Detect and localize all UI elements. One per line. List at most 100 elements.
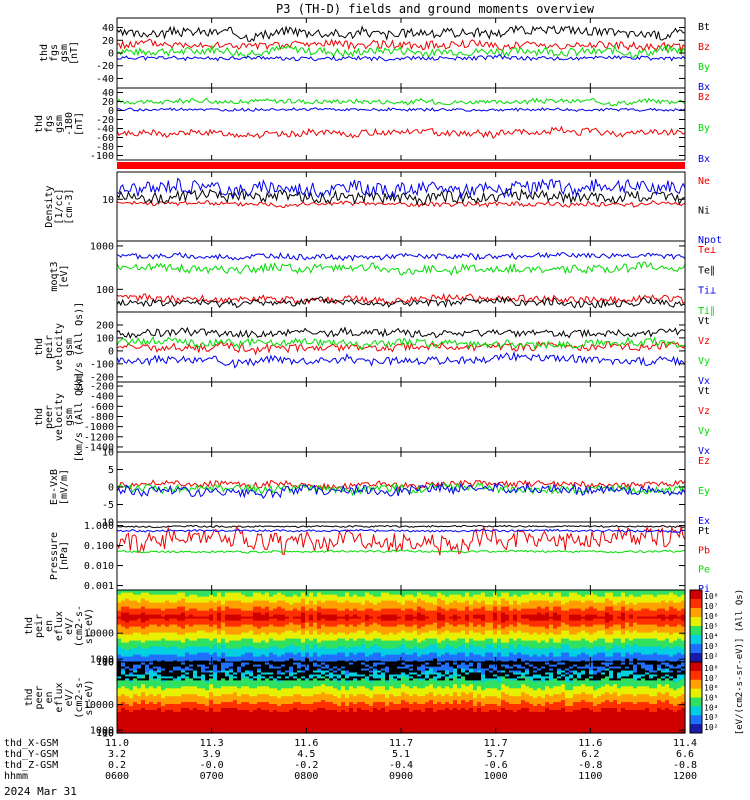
heatmap-cell bbox=[241, 614, 246, 617]
heatmap-cell bbox=[545, 604, 550, 607]
heatmap-cell bbox=[581, 602, 586, 605]
heatmap-cell bbox=[133, 614, 138, 617]
heatmap-cell bbox=[197, 594, 202, 597]
heatmap-cell bbox=[401, 622, 406, 625]
heatmap-cell bbox=[537, 596, 542, 599]
heatmap-cell bbox=[153, 608, 158, 611]
heatmap-cell bbox=[433, 650, 438, 653]
heatmap-cell bbox=[181, 652, 186, 655]
heatmap-cell bbox=[453, 594, 458, 597]
heatmap-cell bbox=[133, 594, 138, 597]
heatmap-cell bbox=[461, 592, 466, 595]
heatmap-cell bbox=[133, 626, 138, 629]
heatmap-cell bbox=[357, 616, 362, 619]
heatmap-cell bbox=[273, 646, 278, 649]
heatmap-cell bbox=[593, 594, 598, 597]
heatmap-cell bbox=[297, 628, 302, 631]
heatmap-cell bbox=[461, 646, 466, 649]
heatmap-cell bbox=[245, 590, 250, 593]
heatmap-cell bbox=[569, 626, 574, 629]
heatmap-cell bbox=[261, 634, 266, 637]
heatmap-cell bbox=[581, 638, 586, 641]
heatmap-cell bbox=[125, 660, 130, 663]
heatmap-cell bbox=[129, 624, 134, 627]
heatmap-cell bbox=[593, 606, 598, 609]
heatmap-cell bbox=[165, 658, 170, 661]
heatmap-cell bbox=[153, 618, 158, 621]
heatmap-cell bbox=[597, 624, 602, 627]
heatmap-cell bbox=[477, 608, 482, 611]
heatmap-cell bbox=[353, 620, 358, 623]
heatmap-cell bbox=[337, 626, 342, 629]
heatmap-cell bbox=[157, 602, 162, 605]
heatmap-cell bbox=[573, 648, 578, 651]
heatmap-cell bbox=[465, 652, 470, 655]
heatmap-cell bbox=[489, 650, 494, 653]
heatmap-cell bbox=[617, 622, 622, 625]
heatmap-cell bbox=[561, 620, 566, 623]
heatmap-cell bbox=[169, 628, 174, 631]
heatmap-cell bbox=[409, 634, 414, 637]
heatmap-cell bbox=[397, 608, 402, 611]
heatmap-cell bbox=[629, 626, 634, 629]
heatmap-cell bbox=[301, 648, 306, 651]
heatmap-cell bbox=[317, 640, 322, 643]
heatmap-cell bbox=[193, 622, 198, 625]
heatmap-cell bbox=[461, 598, 466, 601]
heatmap-cell bbox=[321, 642, 326, 645]
heatmap-cell bbox=[561, 596, 566, 599]
heatmap-cell bbox=[121, 636, 126, 639]
heatmap-cell bbox=[449, 626, 454, 629]
heatmap-cell bbox=[517, 606, 522, 609]
heatmap-cell bbox=[389, 614, 394, 617]
heatmap-cell bbox=[169, 608, 174, 611]
heatmap-cell bbox=[169, 638, 174, 641]
heatmap-cell bbox=[421, 598, 426, 601]
heatmap-cell bbox=[273, 610, 278, 613]
heatmap-cell bbox=[369, 630, 374, 633]
heatmap-cell bbox=[289, 644, 294, 647]
heatmap-cell bbox=[481, 616, 486, 619]
heatmap-cell bbox=[309, 628, 314, 631]
heatmap-cell bbox=[305, 634, 310, 637]
heatmap-cell bbox=[537, 610, 542, 613]
heatmap-cell bbox=[193, 646, 198, 649]
heatmap-cell bbox=[189, 604, 194, 607]
heatmap-cell bbox=[433, 634, 438, 637]
heatmap-cell bbox=[609, 654, 614, 657]
heatmap-cell bbox=[173, 630, 178, 633]
heatmap-cell bbox=[545, 616, 550, 619]
heatmap-cell bbox=[369, 628, 374, 631]
heatmap-cell bbox=[617, 620, 622, 623]
heatmap-cell bbox=[505, 600, 510, 603]
heatmap-cell bbox=[297, 646, 302, 649]
heatmap-cell bbox=[397, 602, 402, 605]
heatmap-cell bbox=[593, 654, 598, 657]
heatmap-cell bbox=[169, 616, 174, 619]
heatmap-cell bbox=[353, 616, 358, 619]
heatmap-cell bbox=[197, 626, 202, 629]
heatmap-cell bbox=[381, 590, 386, 593]
heatmap-cell bbox=[333, 612, 338, 615]
heatmap-cell bbox=[313, 610, 318, 613]
heatmap-cell bbox=[541, 590, 546, 593]
heatmap-cell bbox=[305, 608, 310, 611]
heatmap-cell bbox=[273, 618, 278, 621]
heatmap-cell bbox=[437, 598, 442, 601]
heatmap-cell bbox=[385, 622, 390, 625]
heatmap-cell bbox=[345, 648, 350, 651]
heatmap-cell bbox=[497, 590, 502, 593]
heatmap-cell bbox=[245, 636, 250, 639]
heatmap-cell bbox=[569, 614, 574, 617]
heatmap-cell bbox=[177, 622, 182, 625]
heatmap-cell bbox=[165, 644, 170, 647]
heatmap-cell bbox=[385, 594, 390, 597]
heatmap-cell bbox=[125, 594, 130, 597]
heatmap-cell bbox=[141, 616, 146, 619]
heatmap-cell bbox=[593, 592, 598, 595]
heatmap-cell bbox=[229, 614, 234, 617]
heatmap-cell bbox=[433, 614, 438, 617]
heatmap-cell bbox=[605, 630, 610, 633]
heatmap-cell bbox=[289, 660, 294, 663]
heatmap-cell bbox=[465, 646, 470, 649]
